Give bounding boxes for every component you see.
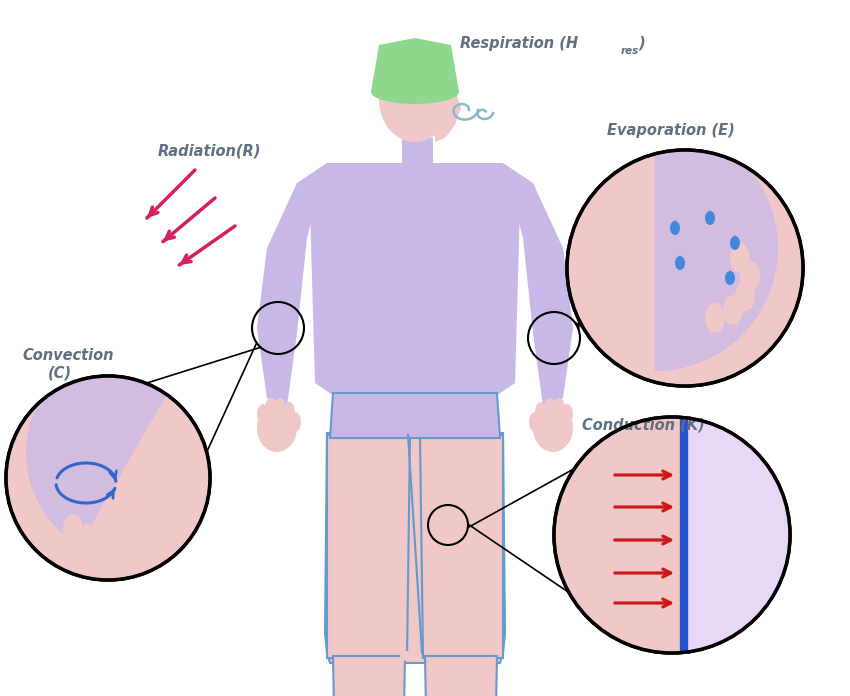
Ellipse shape [553,398,565,418]
Polygon shape [371,38,459,92]
Text: res: res [621,46,639,56]
Wedge shape [655,125,778,371]
Circle shape [567,150,803,386]
Circle shape [554,417,790,653]
Text: (C): (C) [48,366,72,381]
Polygon shape [330,393,500,438]
Polygon shape [705,210,715,218]
Bar [680,417,798,653]
Polygon shape [675,255,685,263]
Text: ): ) [638,36,644,51]
Ellipse shape [675,256,685,270]
Ellipse shape [257,404,297,452]
Polygon shape [725,270,735,278]
Polygon shape [257,163,327,406]
Ellipse shape [670,221,680,235]
Ellipse shape [561,404,573,424]
Ellipse shape [730,243,750,273]
Text: Conduction (K): Conduction (K) [582,418,705,433]
Text: Convection: Convection [22,348,114,363]
Circle shape [567,150,803,386]
Ellipse shape [705,303,725,333]
Polygon shape [420,435,503,658]
Polygon shape [327,435,410,658]
Wedge shape [26,346,186,546]
Polygon shape [670,220,680,228]
Ellipse shape [535,402,547,422]
Polygon shape [730,235,740,243]
Ellipse shape [78,524,98,556]
Ellipse shape [265,398,277,418]
Circle shape [6,376,210,580]
Ellipse shape [723,295,743,325]
Polygon shape [333,656,405,696]
Ellipse shape [740,261,760,291]
Ellipse shape [274,398,286,418]
Ellipse shape [730,236,740,250]
Text: Radiation(R): Radiation(R) [158,143,262,158]
Ellipse shape [400,651,414,661]
Polygon shape [310,163,520,398]
Ellipse shape [289,412,301,432]
Ellipse shape [735,281,755,311]
Polygon shape [325,433,505,663]
Polygon shape [435,85,461,142]
Circle shape [554,417,790,653]
Polygon shape [402,138,433,164]
Ellipse shape [93,527,113,559]
Ellipse shape [371,80,459,104]
Ellipse shape [725,271,735,285]
Polygon shape [503,163,573,406]
Ellipse shape [379,58,451,142]
Text: Respiration (H: Respiration (H [460,36,578,51]
Ellipse shape [529,412,541,432]
Ellipse shape [533,404,573,452]
Ellipse shape [108,522,128,554]
Circle shape [6,376,210,580]
Ellipse shape [705,211,715,225]
Ellipse shape [283,402,295,422]
Ellipse shape [544,398,556,418]
Ellipse shape [63,514,83,546]
Text: Evaporation (E): Evaporation (E) [607,123,734,138]
Ellipse shape [257,404,269,424]
Polygon shape [425,656,497,696]
